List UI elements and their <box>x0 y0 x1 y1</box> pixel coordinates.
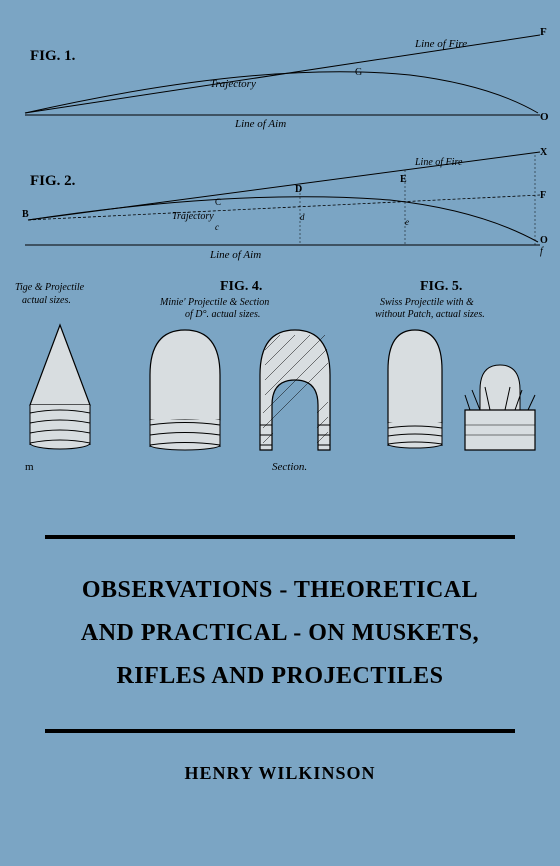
fig2-o: O <box>540 235 548 246</box>
fig1-o: O <box>540 111 549 123</box>
fig2-aim-text: Line of Aim <box>209 249 261 261</box>
fig2-d2: d <box>300 212 305 222</box>
fig2-traj-text: Trajectory <box>172 211 214 222</box>
fig5-label: FIG. 5. <box>420 279 462 294</box>
fig2-f: F <box>540 190 546 201</box>
fig4-cap2: of D°. actual sizes. <box>185 309 260 320</box>
fig4-label: FIG. 4. <box>220 279 262 294</box>
title-line-1: OBSERVATIONS - THEORETICAL <box>82 577 478 603</box>
fig2-label: FIG. 2. <box>30 173 76 189</box>
title-block: OBSERVATIONS - THEORETICAL AND PRACTICAL… <box>10 535 550 784</box>
trajectory-diagrams: FIG. 1. Line of Aim Line of Fire Traject… <box>10 20 550 265</box>
fig2-e2: e <box>405 217 409 227</box>
projectiles-svg: Tige & Projectile actual sizes. m FIG. 4… <box>10 275 550 505</box>
minie-section <box>260 330 330 450</box>
fig1-label: FIG. 1. <box>30 48 76 64</box>
fig5-cap2: without Patch, actual sizes. <box>375 309 485 320</box>
fig2-b: B <box>22 209 29 220</box>
projectile-figures: Tige & Projectile actual sizes. m FIG. 4… <box>10 275 550 505</box>
fig2-c: C <box>215 197 221 207</box>
fig2-line-f <box>28 195 540 220</box>
tige-caption-2: actual sizes. <box>22 295 71 306</box>
fig1-f: F <box>540 26 547 38</box>
tige-cone <box>30 325 90 405</box>
fig4-cap1: Minie' Projectile & Section <box>159 297 269 308</box>
minie-bullet <box>150 330 220 423</box>
fig5-cap1: Swiss Projectile with & <box>380 297 474 308</box>
tige-m: m <box>25 461 34 473</box>
swiss-patched <box>480 365 520 410</box>
tige-caption-1: Tige & Projectile <box>15 282 85 293</box>
section-label: Section. <box>272 461 307 473</box>
fig2-f2: f <box>540 246 544 257</box>
fig2-e: E <box>400 174 407 185</box>
rule-bottom <box>45 729 515 733</box>
fig2-d: D <box>295 184 302 195</box>
fig1-g: G <box>355 67 362 78</box>
fig1-trajectory <box>25 72 538 113</box>
fig2-trajectory <box>28 197 538 242</box>
fig1-fig2-svg: FIG. 1. Line of Aim Line of Fire Traject… <box>10 20 550 265</box>
title-line-2: AND PRACTICAL - ON MUSKETS, <box>81 620 479 646</box>
fig2-fire-text: Line of Fire <box>414 157 463 168</box>
swiss-bullet <box>388 330 442 425</box>
title-line-3: RIFLES AND PROJECTILES <box>116 663 443 689</box>
fig1-fire-text: Line of Fire <box>414 38 467 50</box>
fig2-c2: c <box>215 222 219 232</box>
fig2-x: X <box>540 147 548 158</box>
fig1-aim-text: Line of Aim <box>234 118 286 130</box>
author-name: HENRY WILKINSON <box>40 763 520 784</box>
book-title: OBSERVATIONS - THEORETICAL AND PRACTICAL… <box>40 539 520 729</box>
fig1-traj-text: Trajectory <box>210 78 256 90</box>
